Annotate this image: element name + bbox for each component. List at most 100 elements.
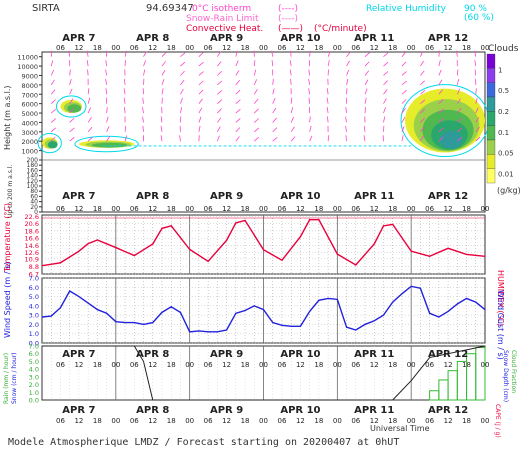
data-point	[189, 331, 191, 333]
wind-arrow	[87, 136, 93, 142]
hour-label: 00	[111, 44, 120, 52]
legend-rh-value: 90 %	[464, 4, 487, 14]
hour-label: 00	[481, 44, 490, 52]
data-point	[456, 303, 458, 305]
colorbar-swatch	[486, 168, 496, 184]
day-label: APR 9	[210, 191, 243, 202]
data-point	[207, 331, 209, 333]
low-height-tick-label: 20	[30, 204, 38, 211]
wind-arrow	[217, 51, 221, 57]
wind-arrow	[474, 50, 477, 57]
data-point	[355, 329, 357, 331]
wind-arrow	[456, 78, 460, 85]
data-point	[161, 227, 163, 229]
data-point	[373, 243, 375, 245]
xaxis-title: Universal Time	[370, 424, 430, 433]
hour-label: 18	[93, 417, 102, 425]
hour-label: 00	[259, 44, 268, 52]
data-point	[152, 243, 154, 245]
wind-arrow	[68, 50, 71, 57]
hour-label: 12	[370, 417, 379, 425]
colorbar-tick-label: 0.2	[498, 108, 509, 116]
data-point	[438, 316, 440, 318]
y-tick-label: 6.7	[29, 271, 39, 279]
cloud-fraction-bar	[447, 370, 458, 401]
low-height-tick-label: 120	[27, 178, 39, 185]
hour-label: 00	[333, 205, 342, 213]
hour-label: 18	[241, 205, 250, 213]
wind-arrow	[309, 125, 312, 132]
wind-arrow	[308, 69, 311, 76]
hour-label: 18	[93, 361, 102, 369]
day-label: APR 12	[428, 191, 468, 202]
day-label: APR 11	[354, 33, 394, 44]
hour-label: 18	[167, 205, 176, 213]
wind-arrow	[87, 88, 90, 95]
data-point	[78, 250, 80, 252]
wind-arrow	[235, 60, 239, 67]
wind-arrow	[345, 125, 347, 132]
data-point	[244, 309, 246, 312]
height-tick-label: 7000	[21, 91, 38, 99]
data-point	[41, 316, 43, 318]
y-tick-label: 18.6	[25, 227, 39, 235]
hour-label: 12	[74, 205, 83, 213]
data-point	[484, 255, 486, 257]
y-tick-label: 2.0	[29, 321, 39, 329]
hour-label: 12	[74, 417, 83, 425]
wind-arrow	[142, 97, 144, 104]
hour-label: 12	[74, 44, 83, 52]
wind-arrow	[475, 88, 477, 95]
data-point	[115, 246, 117, 249]
wind-arrow	[235, 136, 240, 142]
colorbar-swatch	[486, 111, 496, 126]
hour-label: 18	[167, 417, 176, 425]
wind-arrow	[290, 107, 294, 114]
hour-label: 06	[130, 44, 139, 52]
hour-label: 06	[277, 205, 286, 213]
hour-label: 06	[277, 417, 286, 425]
data-point	[133, 321, 135, 324]
wind-arrow	[142, 116, 144, 123]
data-point	[59, 262, 62, 264]
wind-arrow	[475, 107, 479, 114]
wind-arrow	[180, 70, 185, 76]
wind-arrow	[179, 135, 181, 142]
wind-arrow	[383, 107, 387, 114]
data-point	[318, 219, 320, 221]
data-point	[225, 329, 228, 331]
colorbar-tick-label: 0.1	[498, 129, 509, 137]
series-line	[41, 219, 486, 267]
hour-label: 18	[462, 205, 471, 213]
wind-arrow	[143, 60, 146, 67]
wind-arrow	[235, 99, 241, 104]
wind-arrow	[438, 50, 440, 57]
colorbar-unit: (g/kg)	[497, 186, 521, 195]
day-label: APR 11	[354, 405, 394, 416]
wind-arrow	[364, 70, 370, 76]
day-label: APR 12	[428, 405, 468, 416]
y-tick-label: 20.6	[25, 220, 39, 228]
hour-label: 12	[296, 44, 305, 52]
hour-label: 18	[388, 205, 397, 213]
hour-label: 18	[314, 361, 323, 369]
cloud-colorbar: Clouds (g/kg) 1 0.5 0.2 0.1 0.05 0.01	[486, 44, 521, 195]
height-tick-label: 6000	[21, 101, 38, 109]
hour-label: 00	[481, 417, 490, 425]
colorbar-swatch	[486, 82, 496, 98]
snow-depth-axis-title: Snow Depth (cm)	[502, 350, 509, 402]
hour-label: 18	[314, 205, 323, 213]
day-label: APR 8	[136, 405, 169, 416]
hour-label: 06	[425, 205, 434, 213]
day-label: APR 7	[62, 405, 95, 416]
wind-arrow	[198, 107, 203, 114]
wind-arrow	[124, 50, 127, 57]
wind-arrow	[271, 60, 274, 67]
day-label: APR 10	[280, 33, 320, 44]
day-label: APR 7	[62, 33, 95, 44]
wind-arrow	[50, 118, 57, 123]
wind-arrow	[161, 70, 166, 76]
wind-arrow	[217, 70, 222, 76]
data-point	[262, 308, 265, 311]
